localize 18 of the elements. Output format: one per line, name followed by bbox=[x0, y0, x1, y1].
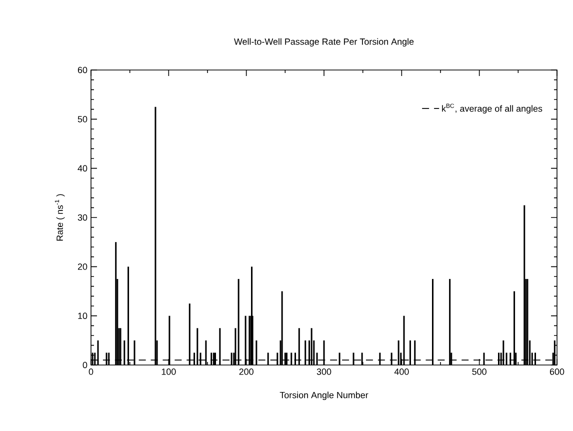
x-tick-label: 600 bbox=[550, 368, 564, 375]
x-axis-title: Torsion Angle Number bbox=[280, 392, 368, 400]
y-axis-title: Rate ( ns$^{-1}$ ) bbox=[54, 194, 65, 241]
legend-label: k$^{BC}$, average of all angles bbox=[442, 104, 542, 114]
x-tick-label: 0 bbox=[88, 368, 94, 375]
x-tick-label: 500 bbox=[472, 368, 486, 375]
y-tick-label: 0 bbox=[82, 362, 88, 368]
chart-title: Well-to-Well Passage Rate Per Torsion Angle bbox=[234, 38, 414, 47]
y-tick-label: 20 bbox=[78, 263, 88, 270]
y-tick-label: 60 bbox=[78, 66, 88, 74]
y-tick-label: 10 bbox=[78, 312, 88, 320]
y-tick-label: 40 bbox=[78, 165, 88, 172]
x-tick-label: 300 bbox=[316, 368, 332, 375]
x-tick-label: 200 bbox=[239, 368, 254, 375]
y-tick-label: 50 bbox=[78, 116, 88, 122]
y-tick-label: 30 bbox=[78, 214, 88, 221]
x-tick-label: 100 bbox=[162, 368, 176, 375]
x-tick-label: 400 bbox=[394, 368, 409, 375]
